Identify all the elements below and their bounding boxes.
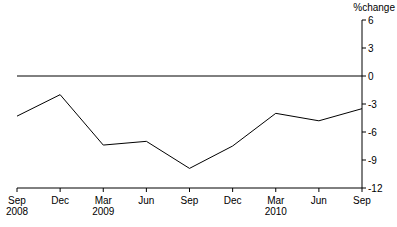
svg-text:Jun: Jun (138, 195, 154, 206)
svg-text:-12: -12 (368, 183, 383, 194)
svg-text:Sep: Sep (181, 195, 199, 206)
svg-text:-6: -6 (368, 127, 377, 138)
svg-text:Jun: Jun (311, 195, 327, 206)
svg-text:-3: -3 (368, 99, 377, 110)
svg-text:2008: 2008 (8, 206, 29, 217)
svg-text:0: 0 (368, 71, 374, 82)
svg-text:Mar: Mar (95, 195, 113, 206)
svg-text:Sep: Sep (8, 195, 26, 206)
svg-text:Dec: Dec (51, 195, 69, 206)
svg-text:Dec: Dec (224, 195, 242, 206)
svg-text:-9: -9 (368, 155, 377, 166)
svg-text:Mar: Mar (267, 195, 285, 206)
svg-text:2010: 2010 (265, 206, 288, 217)
svg-text:6: 6 (368, 15, 374, 26)
html-text:%change: %change (353, 2, 395, 13)
svg-text:2009: 2009 (92, 206, 115, 217)
svg-text:3: 3 (368, 43, 374, 54)
svg-text:Sep: Sep (353, 195, 371, 206)
